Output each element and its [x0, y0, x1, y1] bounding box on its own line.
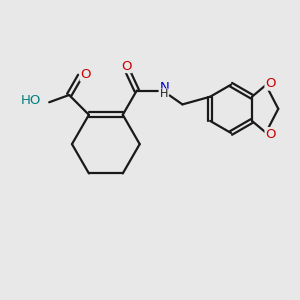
Text: HO: HO — [21, 94, 41, 107]
Text: H: H — [160, 89, 168, 99]
Text: O: O — [265, 128, 276, 141]
Text: O: O — [265, 77, 276, 90]
Text: N: N — [159, 81, 169, 94]
Text: O: O — [80, 68, 91, 81]
Text: O: O — [121, 59, 132, 73]
